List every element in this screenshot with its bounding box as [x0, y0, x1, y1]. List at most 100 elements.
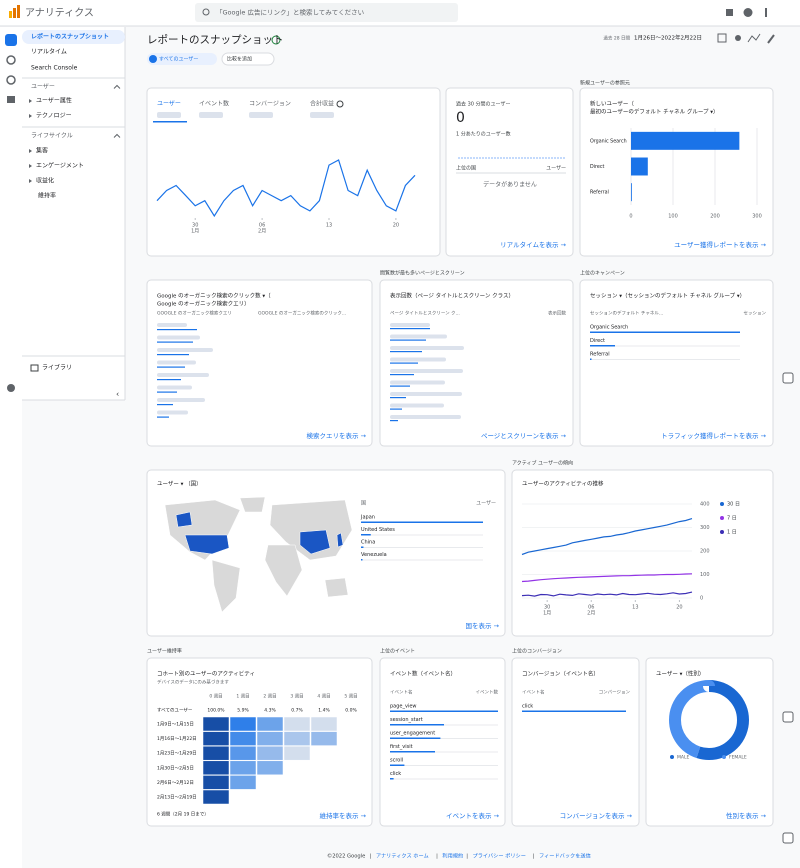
- nav-section[interactable]: ユーザー: [31, 84, 55, 91]
- footer-link[interactable]: プライバシー ポリシー: [473, 852, 526, 860]
- nav-item[interactable]: Search Console: [31, 65, 78, 72]
- period-label: 過去 28 日間: [603, 35, 630, 42]
- reports-icon[interactable]: [5, 34, 17, 46]
- nav-library[interactable]: ライブラリ: [42, 364, 72, 372]
- blurred-value: [157, 323, 187, 327]
- donut-segment: [669, 680, 749, 760]
- card-link[interactable]: ページとスクリーンを表示 →: [481, 431, 567, 440]
- expand-arrow: [29, 99, 32, 103]
- nav-item[interactable]: リアルタイム: [31, 48, 67, 56]
- share-icon[interactable]: [735, 35, 741, 41]
- row-bar-track: [361, 547, 483, 548]
- configure-icon[interactable]: [7, 96, 15, 103]
- nav-section[interactable]: ライフサイクル: [31, 133, 73, 140]
- nav-item[interactable]: 集客: [36, 147, 48, 155]
- column-header: ユーザー: [476, 501, 496, 507]
- card-title: ユーザー ▾ （国）: [157, 481, 202, 488]
- map-region: [264, 544, 303, 597]
- footer-link[interactable]: フィードバックを送信: [539, 852, 591, 860]
- card-link[interactable]: ユーザー獲得レポートを表示 →: [674, 240, 766, 249]
- row-bar-track: [390, 738, 498, 739]
- compare-chip[interactable]: [221, 52, 275, 66]
- expand-arrow: [29, 149, 32, 153]
- chevron: [113, 84, 121, 89]
- card-link[interactable]: イベントを表示 →: [446, 811, 500, 820]
- y2-tick-label: 100: [700, 572, 710, 578]
- card-link[interactable]: リアルタイムを表示 →: [500, 240, 566, 249]
- card-title: イベント数（イベント名）: [390, 670, 456, 678]
- metric-tab[interactable]: ユーザー: [157, 101, 181, 108]
- card-link[interactable]: 性別を表示 →: [726, 811, 767, 820]
- nav-item[interactable]: エンゲージメント: [36, 162, 84, 170]
- segment-chip-label[interactable]: すべてのユーザー: [159, 57, 198, 63]
- map-region: [175, 511, 193, 528]
- search-box[interactable]: [195, 3, 458, 22]
- apps-icon[interactable]: [726, 9, 733, 16]
- insights-icon[interactable]: [747, 33, 761, 43]
- nav-item[interactable]: テクノロジー: [36, 113, 72, 120]
- nav-item[interactable]: 維持率: [38, 192, 56, 200]
- customize-icon[interactable]: [717, 33, 727, 43]
- menu-icon[interactable]: [765, 8, 767, 17]
- row-bar: [157, 354, 189, 356]
- legend-label: 30 日: [727, 502, 740, 508]
- heatmap-cell: [256, 716, 284, 732]
- segment-chip[interactable]: [147, 53, 217, 65]
- expand-arrow: [29, 164, 32, 168]
- card-title: ユーザーのアクティビティの推移: [522, 480, 604, 488]
- explore-icon[interactable]: [6, 55, 16, 65]
- legend-label: 7 日: [727, 516, 737, 522]
- help-icon[interactable]: [743, 8, 753, 17]
- row-label: scroll: [390, 758, 403, 764]
- column-header: 3 週目: [290, 693, 303, 700]
- blurred-value: [390, 415, 461, 419]
- column-header: イベント名: [390, 689, 413, 696]
- card-title: 最初のユーザーのデフォルト チャネル グループ ▾）: [590, 108, 719, 116]
- metric-tab[interactable]: イベント数: [199, 100, 229, 108]
- search-placeholder: 「Google 広告にリンク」と検索してみてください: [216, 8, 364, 17]
- advertising-icon[interactable]: [6, 75, 16, 85]
- row-bar-track: [361, 534, 483, 536]
- heatmap-cell: [256, 745, 284, 761]
- nav-item[interactable]: 収益化: [36, 177, 54, 185]
- blurred-value: [157, 112, 181, 118]
- date-range[interactable]: 1月26日～2022年2月22日: [634, 34, 702, 42]
- card: [511, 657, 640, 827]
- card-subtitle: 過去 30 分間のユーザー: [456, 101, 510, 108]
- card-link[interactable]: トラフィック獲得レポートを表示 →: [661, 431, 766, 440]
- page-title: レポートのスナップショット: [147, 34, 284, 46]
- row-label: first_visit: [390, 744, 413, 750]
- card-link[interactable]: 維持率を表示 →: [319, 811, 366, 820]
- heatmap-cell: [202, 789, 230, 805]
- header-icons: [717, 33, 775, 44]
- feedback-icon[interactable]: [782, 372, 794, 384]
- status-icon: [271, 35, 281, 45]
- footer-text: |: [436, 854, 438, 860]
- heatmap-cell: [229, 760, 257, 776]
- card: [146, 87, 441, 257]
- footer-link[interactable]: 利用規約: [442, 852, 463, 860]
- chevron: [113, 133, 121, 138]
- blurred-value: [310, 112, 334, 118]
- collapse-icon[interactable]: ‹: [116, 390, 119, 399]
- compare-chip-label[interactable]: 比較を追加: [227, 56, 252, 63]
- card-link[interactable]: 国を表示 →: [465, 621, 499, 630]
- row-bar: [390, 751, 435, 753]
- blurred-value: [157, 360, 196, 365]
- row-bar-track: [361, 559, 483, 561]
- feedback-icon[interactable]: [782, 832, 794, 844]
- metric-tab[interactable]: 合計収益: [310, 100, 334, 108]
- edit-icon[interactable]: [767, 34, 775, 44]
- nav-item[interactable]: ユーザー属性: [36, 97, 72, 105]
- heatmap-cell: [202, 716, 230, 732]
- card-link[interactable]: コンバージョンを表示 →: [560, 811, 633, 820]
- heatmap-cell: [202, 760, 230, 776]
- footer-link[interactable]: アナリティクス ホーム: [376, 853, 429, 860]
- metric-tab[interactable]: コンバージョン: [249, 101, 291, 108]
- total-value: 0.7%: [291, 708, 303, 714]
- section-title: 上位のコンバージョン: [512, 648, 562, 655]
- settings-icon[interactable]: [7, 384, 15, 392]
- feedback-icon[interactable]: [782, 711, 794, 723]
- nav-item[interactable]: レポートのスナップショット: [31, 33, 109, 41]
- card-link[interactable]: 検索クエリを表示 →: [306, 431, 366, 440]
